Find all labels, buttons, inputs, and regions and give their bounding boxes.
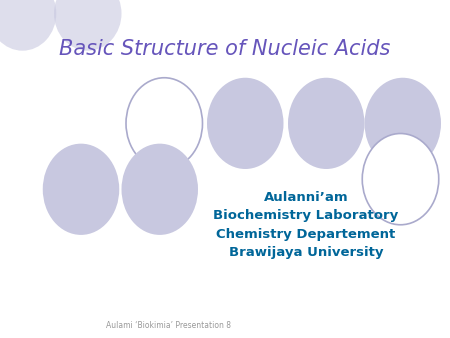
Ellipse shape bbox=[126, 78, 202, 169]
Ellipse shape bbox=[362, 134, 439, 225]
Ellipse shape bbox=[364, 78, 441, 169]
Ellipse shape bbox=[43, 144, 119, 235]
Ellipse shape bbox=[54, 0, 122, 51]
Text: Aulami ‘Biokimia’ Presentation 8: Aulami ‘Biokimia’ Presentation 8 bbox=[106, 320, 231, 330]
Text: Aulanni’am
Biochemistry Laboratory
Chemistry Departement
Brawijaya University: Aulanni’am Biochemistry Laboratory Chemi… bbox=[213, 191, 399, 259]
Ellipse shape bbox=[122, 144, 198, 235]
Text: Basic Structure of Nucleic Acids: Basic Structure of Nucleic Acids bbox=[59, 39, 391, 59]
Ellipse shape bbox=[288, 78, 364, 169]
Ellipse shape bbox=[207, 78, 284, 169]
Ellipse shape bbox=[0, 0, 56, 51]
